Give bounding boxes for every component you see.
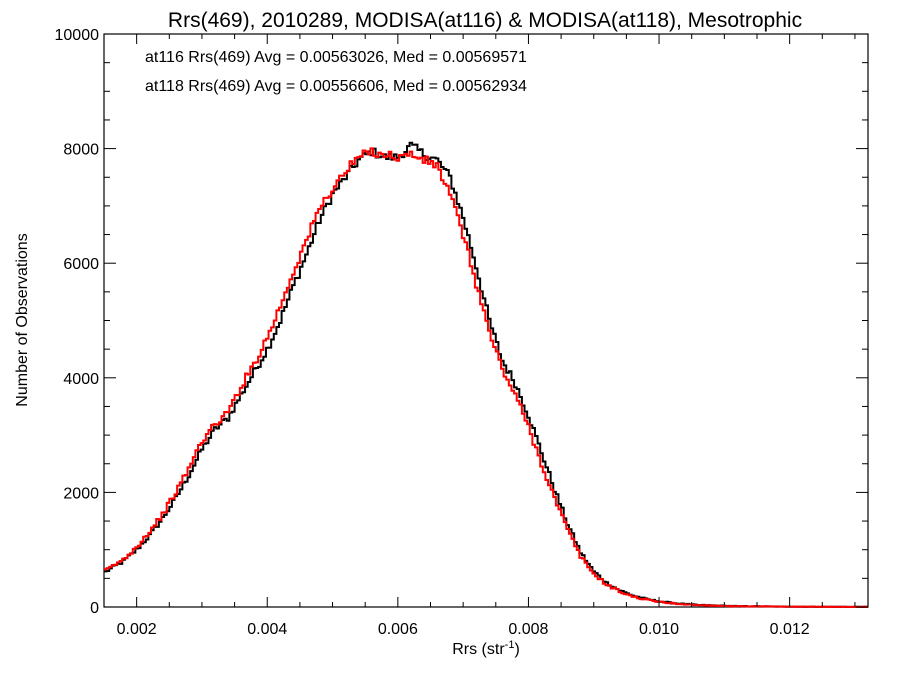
y-tick-label: 8000	[63, 142, 99, 159]
chart-title: Rrs(469), 2010289, MODISA(at116) & MODIS…	[168, 9, 802, 32]
y-tick-label: 6000	[63, 256, 99, 273]
x-tick-label: 0.008	[508, 621, 548, 638]
tick-layer: 0.002 0.004 0.006 0.008 0.010 0.012 0 2000 4000 6…	[55, 27, 868, 638]
x-tick-label: 0.010	[639, 621, 679, 638]
x-axis-label-superscript: -1	[505, 639, 515, 651]
y-tick-label: 10000	[55, 27, 100, 44]
y-tick-label: 0	[90, 600, 99, 617]
x-tick-label: 0.002	[117, 621, 157, 638]
series-at116-histogram	[104, 141, 868, 608]
x-tick-label: 0.006	[378, 621, 418, 638]
series-at118-histogram	[104, 147, 868, 608]
x-tick-label: 0.004	[247, 621, 287, 638]
annotation-at116: at116 Rrs(469) Avg = 0.00563026, Med = 0…	[145, 49, 527, 66]
x-axis-label: Rrs (str-1)	[452, 639, 520, 658]
series-layer	[104, 141, 868, 608]
x-tick-label: 0.012	[770, 621, 810, 638]
y-tick-label: 2000	[63, 485, 99, 502]
y-tick-label: 4000	[63, 371, 99, 388]
annotation-at118: at118 Rrs(469) Avg = 0.00556606, Med = 0…	[145, 78, 527, 95]
y-axis-label: Number of Observations	[14, 233, 31, 406]
